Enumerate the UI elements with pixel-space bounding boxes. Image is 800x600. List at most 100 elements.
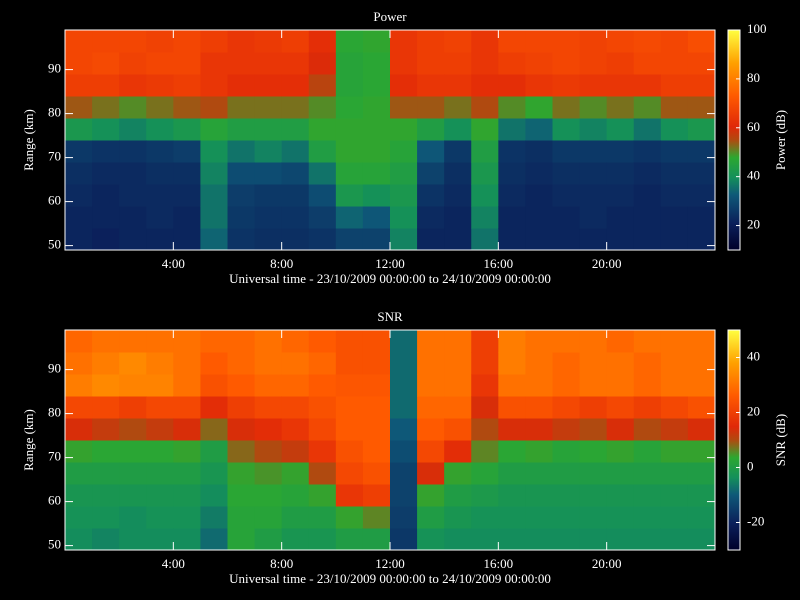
heatmap-cell (579, 418, 608, 441)
heatmap-cell (227, 30, 256, 53)
heatmap-cell (146, 96, 174, 119)
heatmap-cell (308, 162, 337, 185)
heatmap-cell (471, 140, 499, 163)
heatmap-cell (362, 74, 391, 97)
heatmap-cell (498, 30, 526, 53)
heatmap-cell (687, 330, 716, 353)
heatmap-cell (227, 506, 256, 529)
heatmap-cell (471, 52, 499, 75)
heatmap-cell (146, 330, 174, 353)
heatmap-cell (444, 140, 472, 163)
heatmap-cell (173, 396, 201, 419)
y-tick-label: 50 (48, 537, 61, 552)
heatmap-cell (444, 440, 472, 463)
x-axis-label: Universal time - 23/10/2009 00:00:00 to … (229, 271, 551, 286)
heatmap-cell (606, 330, 635, 353)
heatmap-cell (471, 330, 499, 353)
heatmap-cell (390, 528, 418, 551)
heatmap-cell (92, 184, 120, 207)
heatmap-cell (362, 440, 391, 463)
heatmap-cell (552, 418, 581, 441)
heatmap-cell (660, 96, 689, 119)
heatmap-cell (308, 52, 337, 75)
heatmap-cell (335, 118, 364, 141)
heatmap-cell (444, 484, 472, 507)
heatmap-cell (173, 228, 201, 251)
heatmap-cell (390, 52, 418, 75)
colorbar (728, 330, 740, 550)
heatmap-cell (200, 74, 228, 97)
heatmap-cell (417, 484, 445, 507)
heatmap-cell (417, 374, 445, 397)
heatmap-cell (65, 206, 93, 229)
heatmap-cell (390, 418, 418, 441)
heatmap-cell (281, 30, 310, 53)
heatmap-cell (579, 96, 608, 119)
heatmap-cell (200, 96, 228, 119)
heatmap-cell (200, 396, 228, 419)
heatmap-cell (444, 418, 472, 441)
y-tick-label: 80 (48, 105, 61, 120)
colorbar (728, 30, 740, 250)
heatmap-cell (552, 440, 581, 463)
heatmap-cell (335, 396, 364, 419)
heatmap-cell (335, 462, 364, 485)
heatmap-cell (552, 206, 581, 229)
heatmap-cell (335, 528, 364, 551)
heatmap-cell (444, 118, 472, 141)
heatmap-cell (65, 330, 93, 353)
heatmap-cell (687, 74, 716, 97)
heatmap-cell (65, 462, 93, 485)
heatmap-cell (173, 184, 201, 207)
heatmap-cell (308, 484, 337, 507)
heatmap-cell (471, 118, 499, 141)
heatmap-cell (227, 140, 256, 163)
heatmap-cell (633, 528, 662, 551)
heatmap-cell (200, 118, 228, 141)
heatmap-cell (498, 528, 526, 551)
heatmap-cell (281, 374, 310, 397)
heatmap-cell (362, 96, 391, 119)
heatmap-cell (606, 528, 635, 551)
heatmap-cell (173, 506, 201, 529)
heatmap-cell (362, 184, 391, 207)
heatmap-cell (552, 506, 581, 529)
heatmap-cell (552, 352, 581, 375)
colorbar-frame (727, 329, 741, 551)
heatmap-cell (660, 484, 689, 507)
heatmap-cell (227, 462, 256, 485)
heatmap-cell (146, 30, 174, 53)
heatmap-cell (254, 74, 283, 97)
heatmap-cell (362, 30, 391, 53)
heatmap-cell (119, 184, 147, 207)
heatmap-cell (579, 30, 608, 53)
heatmap-cell (200, 330, 228, 353)
heatmap-cell (417, 118, 445, 141)
heatmap-cell (227, 184, 256, 207)
heatmap-cell (444, 330, 472, 353)
heatmap-cell (254, 506, 283, 529)
heatmap-cell (606, 52, 635, 75)
heatmap-cell (308, 418, 337, 441)
heatmap-cell (146, 418, 174, 441)
y-tick-label: 70 (48, 149, 61, 164)
x-tick-label: 4:00 (162, 256, 185, 271)
heatmap-cell (254, 528, 283, 551)
heatmap-cell (687, 206, 716, 229)
heatmap-cell (687, 374, 716, 397)
heatmap-cell (579, 440, 608, 463)
heatmap-cell (471, 418, 499, 441)
heatmap-cell (444, 374, 472, 397)
heatmap-cell (552, 330, 581, 353)
heatmap-cell (579, 528, 608, 551)
heatmap-cell (687, 184, 716, 207)
heatmap-cell (173, 528, 201, 551)
heatmap-cell (633, 462, 662, 485)
heatmap-cell (281, 184, 310, 207)
heatmap-cell (254, 374, 283, 397)
heatmap-cell (471, 396, 499, 419)
heatmap-cell (444, 462, 472, 485)
heatmap-cell (552, 484, 581, 507)
x-axis-label: Universal time - 23/10/2009 00:00:00 to … (229, 571, 551, 586)
